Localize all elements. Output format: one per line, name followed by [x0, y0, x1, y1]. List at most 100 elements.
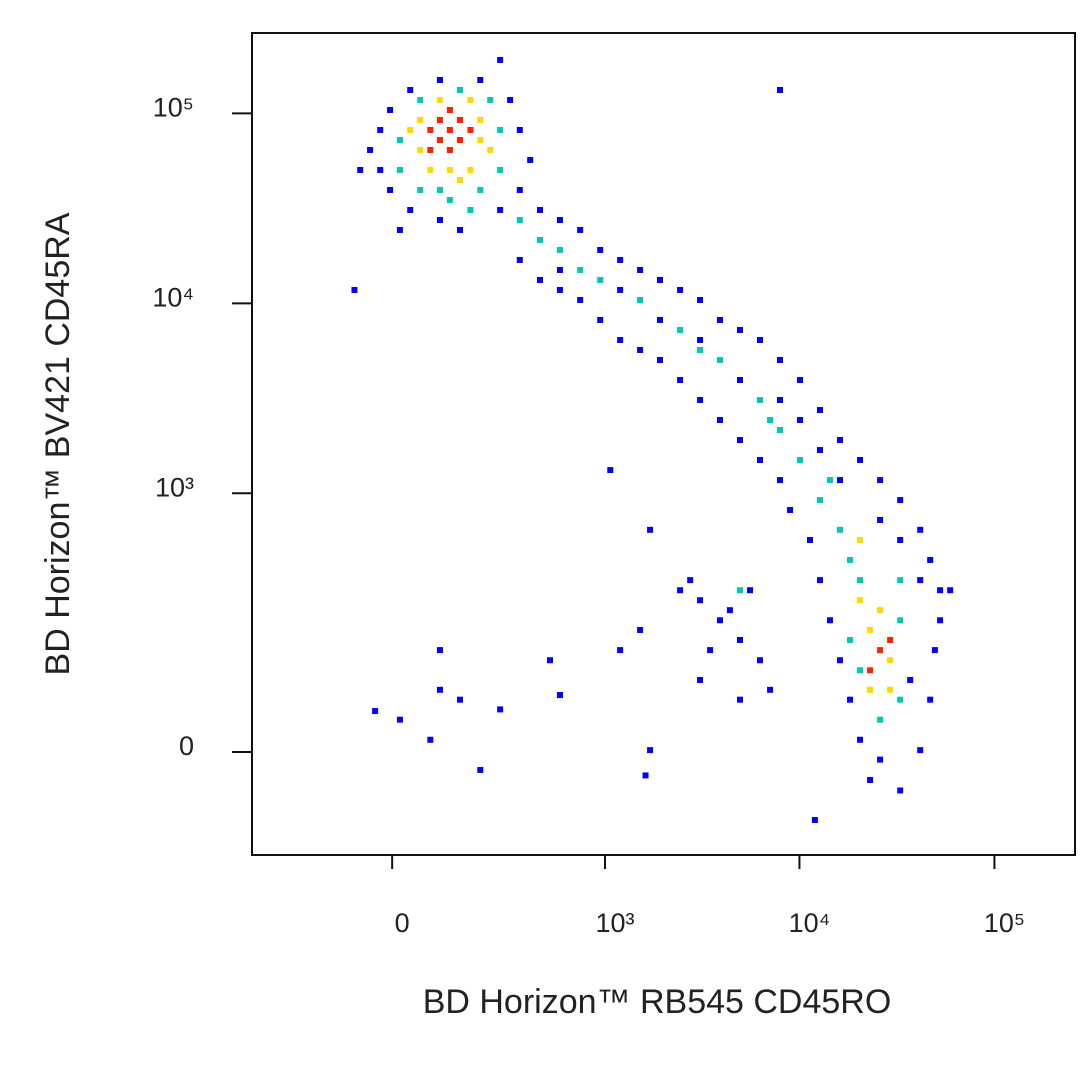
event-dot: [537, 276, 544, 283]
event-dot: [577, 296, 584, 303]
event-dot: [642, 772, 649, 779]
x-tick-label: 0: [395, 908, 410, 938]
event-dot: [446, 146, 453, 153]
event-dot: [857, 577, 864, 584]
event-dot: [927, 696, 934, 703]
event-dot: [556, 246, 563, 253]
event-dot: [647, 747, 654, 754]
event-dot: [597, 276, 604, 283]
event-dot: [837, 437, 844, 444]
event-dot: [897, 787, 904, 794]
event-dot: [456, 176, 463, 183]
event-dot: [736, 587, 743, 594]
event-dot: [467, 126, 474, 133]
event-dot: [897, 497, 904, 504]
event-dot: [516, 256, 523, 263]
event-dot: [477, 116, 484, 123]
event-dot: [617, 286, 624, 293]
y-tick-label: 10⁴: [152, 283, 194, 313]
event-dot: [807, 537, 814, 544]
event-dot: [527, 156, 534, 163]
event-dot: [537, 236, 544, 243]
event-dot: [707, 647, 714, 654]
event-dot: [867, 667, 874, 674]
event-dot: [516, 126, 523, 133]
event-dot: [497, 56, 504, 63]
event-dot: [456, 226, 463, 233]
event-dot: [736, 636, 743, 643]
event-dot: [717, 417, 723, 424]
event-dot: [897, 577, 904, 584]
event-dot: [436, 136, 443, 143]
event-dot: [697, 346, 704, 353]
event-dot: [877, 756, 884, 763]
x-tick-label: 10⁴: [789, 908, 831, 938]
event-dot: [677, 587, 684, 594]
event-dot: [777, 397, 784, 404]
event-dot: [767, 686, 774, 693]
event-dot: [556, 286, 563, 293]
event-dot: [697, 337, 704, 344]
event-dot: [487, 146, 494, 153]
event-dot: [847, 556, 854, 563]
event-dot: [677, 377, 684, 384]
event-dot: [777, 87, 784, 94]
event-dot: [597, 246, 604, 253]
event-dot: [407, 87, 414, 94]
event-dot: [717, 316, 723, 323]
event-dot: [777, 357, 784, 364]
event-dot: [677, 286, 684, 293]
event-dot: [556, 266, 563, 273]
event-dot: [456, 87, 463, 94]
event-dot: [697, 397, 704, 404]
event-dot: [857, 667, 864, 674]
event-dot: [446, 126, 453, 133]
event-dot: [837, 526, 844, 533]
event-dot: [556, 692, 563, 699]
event-dot: [436, 186, 443, 193]
event-dot: [497, 206, 504, 213]
event-dot: [427, 166, 434, 173]
event-dot: [717, 617, 723, 624]
event-dot: [657, 357, 664, 364]
event-dot: [456, 116, 463, 123]
x-tick-label: 10⁵: [984, 908, 1025, 938]
event-dot: [907, 676, 914, 683]
event-dot: [736, 377, 743, 384]
event-dot: [446, 196, 453, 203]
x-tick-label: 10³: [595, 908, 634, 938]
event-dot: [777, 477, 784, 484]
event-dot: [897, 617, 904, 624]
event-dot: [736, 696, 743, 703]
event-dot: [577, 226, 584, 233]
event-dot: [446, 107, 453, 114]
event-dot: [436, 216, 443, 223]
y-tick-label: 10⁵: [153, 93, 194, 123]
event-dot: [697, 676, 704, 683]
event-dot: [777, 426, 784, 433]
event-dot: [487, 96, 494, 103]
event-dot: [867, 627, 874, 634]
event-dot: [607, 467, 614, 474]
event-dot: [931, 647, 938, 654]
event-dot: [387, 107, 394, 114]
event-dot: [787, 507, 794, 514]
event-dot: [697, 296, 704, 303]
event-dot: [516, 216, 523, 223]
plot-frame: [251, 32, 1076, 856]
event-dot: [847, 636, 854, 643]
event-dot: [367, 146, 374, 153]
event-dot: [637, 627, 644, 634]
event-dot: [546, 657, 553, 664]
event-dot: [837, 477, 844, 484]
event-dot: [417, 96, 424, 103]
event-dot: [617, 256, 624, 263]
event-dot: [637, 296, 644, 303]
event-dot: [847, 696, 854, 703]
event-dot: [937, 617, 944, 624]
event-dot: [817, 577, 824, 584]
event-dot: [817, 497, 824, 504]
event-dot: [467, 166, 474, 173]
event-dot: [887, 636, 894, 643]
event-dot: [507, 96, 514, 103]
